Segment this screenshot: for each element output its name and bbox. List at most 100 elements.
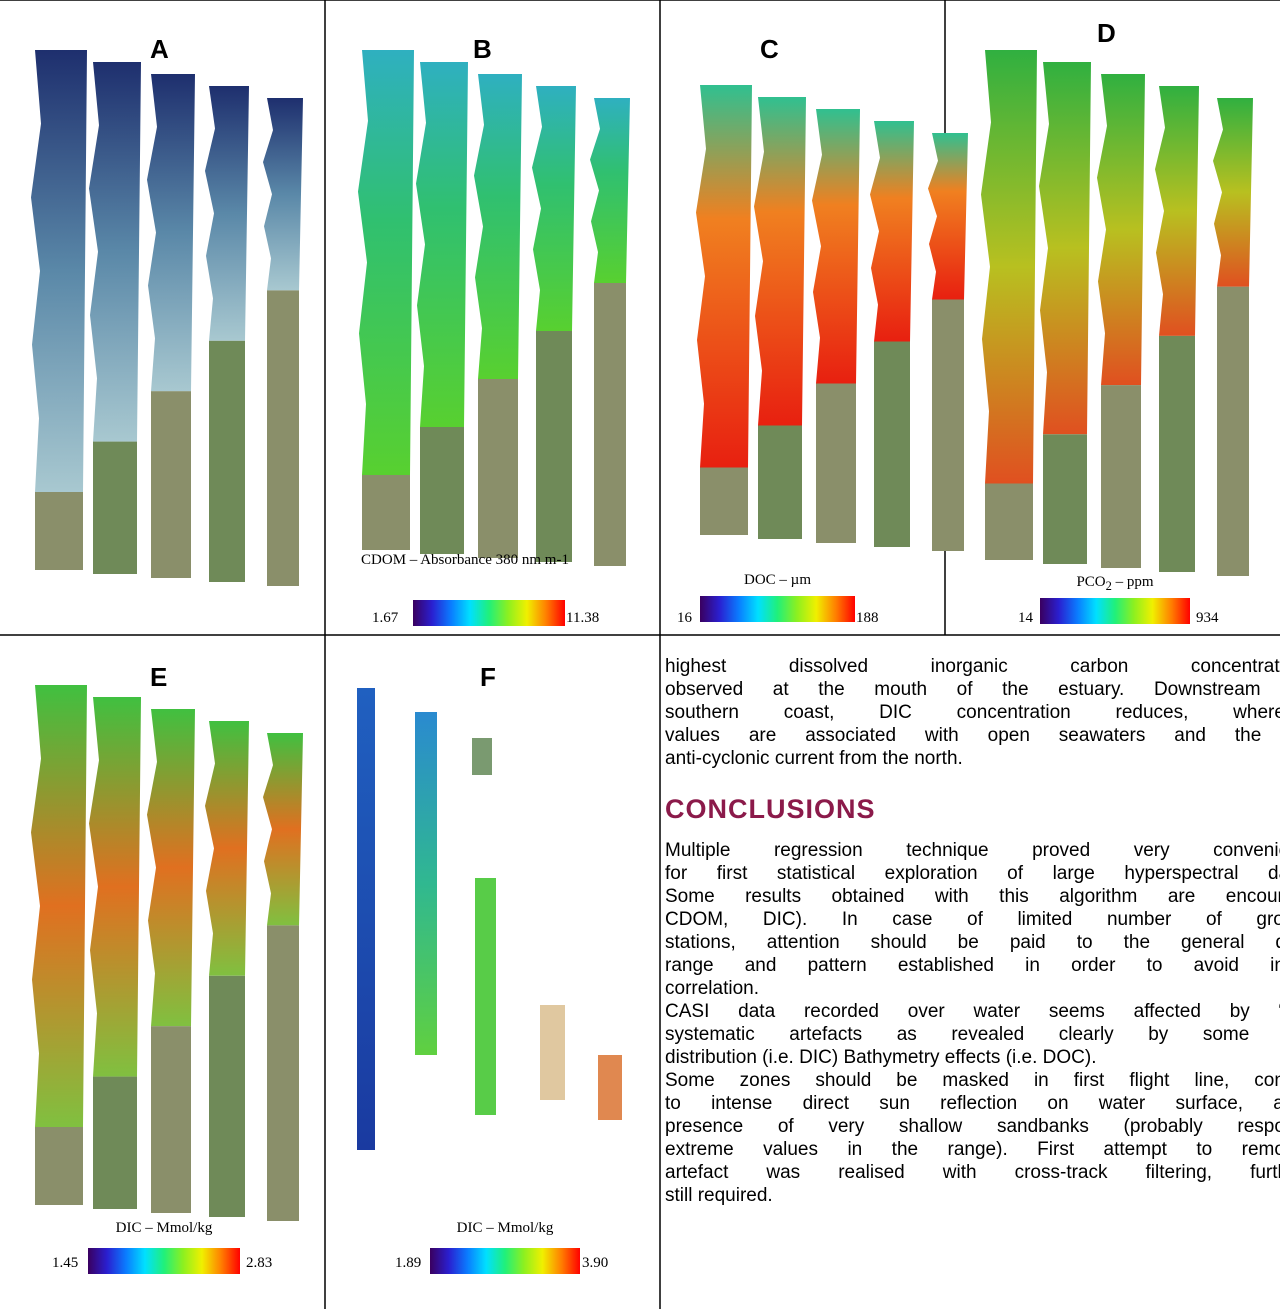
strip-water [263,733,303,925]
text-line: CDOM, DIC). In case of limited number of… [665,908,1280,931]
text-line: for first statistical exploration of lar… [665,862,1280,885]
strip-water [870,121,914,342]
strip-land [985,484,1033,561]
strip-land [151,1026,191,1213]
strip-land [1101,385,1141,568]
text-line: range and pattern established in order t… [665,954,1280,977]
text-line: distribution (i.e. DIC) Bathymetry effec… [665,1046,1280,1069]
strip-land [35,1127,83,1205]
strip-water [754,97,806,426]
strip-land [1043,434,1087,564]
legend-title: DIC – Mmol/kg [430,1220,580,1237]
text-line: presence of very shallow sandbanks (prob… [665,1115,1280,1138]
text-line: Some zones should be masked in first fli… [665,1069,1280,1092]
text-line: highest dissolved inorganic carbon conce… [665,655,1280,678]
strip-water [205,86,249,341]
text-line: Multiple regression technique proved ver… [665,839,1280,862]
text-line: Some results obtained with this algorith… [665,885,1280,908]
strip-water [1155,86,1199,336]
strip-land [932,300,964,552]
legend-min: 1.45 [52,1255,78,1272]
color-bar [413,600,565,626]
text-line: southern coast, DIC concentration reduce… [665,701,1280,724]
strip [415,712,437,1055]
strip-water [1097,74,1145,385]
strip [357,688,375,1150]
strip-land [209,976,245,1217]
strip [540,1005,565,1100]
strip-land [151,391,191,578]
strip-water [89,697,141,1077]
panel-label: E [150,662,167,693]
legend-min: 16 [677,610,692,627]
strip-water [474,74,522,379]
legend-max: 11.38 [566,610,599,627]
text-line: artefact was realised with cross-track f… [665,1161,1280,1184]
legend-title: – ppm [1112,574,1154,590]
strip-land [267,290,299,586]
strip-water [31,50,87,492]
strip-water [31,685,87,1127]
text-line: systematic artefacts as revealed clearly… [665,1023,1280,1046]
strip-land [93,442,137,574]
strip-land [93,1077,137,1209]
strip [475,878,496,1115]
strip-land [1159,336,1195,572]
strip-land [874,342,910,548]
text-line: anti-cyclonic current from the north. [665,747,1280,770]
color-bar [88,1248,240,1274]
strip-water [89,62,141,442]
strip [472,738,492,775]
strip-water [358,50,414,475]
strip-land [700,468,748,536]
legend-title: CDOM – Absorbance 380 nm m-1 [345,552,585,569]
panel-label: B [473,34,492,65]
strip-land [594,283,626,566]
strip-water [1039,62,1091,434]
panel-label: F [480,662,496,693]
legend-max: 934 [1196,610,1219,627]
text-column: highest dissolved inorganic carbon conce… [665,655,1280,1309]
strip-water [812,109,860,384]
text-line: correlation. [665,977,1280,1000]
strip-land [267,925,299,1221]
strip-water [205,721,249,976]
strip-water [532,86,576,331]
legend-min: 14 [1018,610,1033,627]
strip-land [758,426,802,540]
text-line: values are associated with open seawater… [665,724,1280,747]
strip-water [696,85,752,468]
strip-water [928,133,968,300]
text-line: CASI data recorded over water seems affe… [665,1000,1280,1023]
legend-max: 188 [856,610,879,627]
legend-max: 2.83 [246,1255,272,1272]
strip [598,1055,622,1120]
strip-water [981,50,1037,484]
text-line: observed at the mouth of the estuary. Do… [665,678,1280,701]
legend-title: DOC – µm [700,572,855,589]
text-line: stations, attention should be paid to th… [665,931,1280,954]
strip-water [147,74,195,391]
legend-title: DIC – Mmol/kg [88,1220,240,1237]
panel-label: C [760,34,779,65]
legend-max: 3.90 [582,1255,608,1272]
strip-water [416,62,468,427]
panel-f-strips [357,688,622,1150]
text-line: to intense direct sun reflection on wate… [665,1092,1280,1115]
strip-water [590,98,630,283]
strip-water [1213,98,1253,287]
color-bar [1040,598,1190,624]
text-line: extreme values in the range). First atte… [665,1138,1280,1161]
text-line: still required. [665,1184,1280,1207]
legend-min: 1.89 [395,1255,421,1272]
strip-land [478,379,518,558]
section-heading: CONCLUSIONS [665,794,1280,825]
strip-water [147,709,195,1026]
legend-title: PCO [1076,574,1105,590]
strip-land [209,341,245,582]
strip-water [263,98,303,290]
legend-title: PCO2 – ppm [1040,574,1190,594]
strip-land [420,427,464,554]
strip-land [35,492,83,570]
legend-min: 1.67 [372,610,398,627]
